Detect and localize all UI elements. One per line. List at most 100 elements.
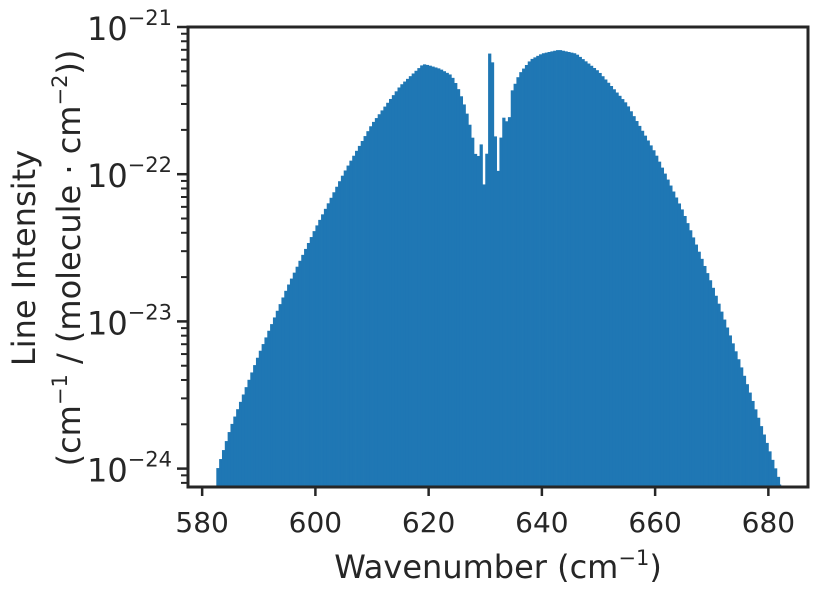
bar: [227, 432, 231, 487]
bar: [400, 84, 404, 487]
x-tick-label: 580: [175, 506, 228, 539]
bar: [383, 106, 387, 487]
bar: [493, 136, 497, 487]
bar: [496, 170, 500, 487]
bar: [703, 265, 707, 487]
bar: [289, 278, 294, 487]
bar: [536, 55, 540, 488]
bar: [590, 65, 594, 487]
x-axis-label-sup: −1: [618, 546, 649, 570]
bar: [575, 54, 580, 488]
bar: [700, 258, 704, 487]
bar: [604, 79, 608, 487]
y-tick-label: 10−23: [87, 300, 172, 342]
x-tick-label: 600: [289, 506, 342, 539]
bar: [312, 231, 316, 487]
y-label-part-c: )): [50, 50, 88, 75]
bar: [759, 426, 764, 487]
bar: [386, 102, 390, 488]
bar: [301, 254, 305, 487]
bar: [343, 170, 347, 488]
y-label-part-a: (cm: [50, 405, 88, 466]
bar: [349, 160, 353, 487]
bar: [652, 150, 656, 487]
bar: [318, 219, 322, 487]
bar: [298, 260, 302, 487]
bar: [643, 135, 648, 487]
y-tick-label: 10−22: [87, 153, 172, 195]
bar: [774, 468, 778, 487]
bar: [621, 99, 625, 488]
bar: [502, 117, 506, 488]
bar: [734, 351, 738, 487]
bar: [680, 209, 684, 487]
bar: [609, 86, 614, 488]
bar: [434, 67, 438, 488]
bar: [445, 72, 449, 487]
bar: [587, 63, 591, 488]
bar: [236, 409, 240, 487]
bar: [539, 54, 543, 488]
bar: [462, 104, 466, 487]
bar: [304, 248, 308, 487]
bar: [459, 96, 464, 488]
bar: [338, 181, 342, 488]
bar: [649, 145, 653, 487]
bars-group: [216, 50, 782, 488]
bar: [505, 121, 509, 487]
bar: [258, 350, 263, 487]
bar: [346, 165, 350, 487]
y-tick-label-base: 10: [87, 452, 128, 490]
y-tick-label-exp: −24: [128, 448, 172, 472]
bar: [745, 384, 749, 487]
bar: [570, 52, 574, 488]
bar: [708, 280, 713, 487]
bar: [601, 76, 605, 487]
bar: [640, 130, 645, 487]
bar: [541, 53, 546, 487]
bar: [612, 89, 616, 487]
bar: [725, 327, 730, 487]
bar: [691, 237, 696, 487]
y-tick-label-base: 10: [87, 304, 128, 342]
bar: [674, 197, 679, 487]
bar: [270, 324, 274, 487]
y-axis-label-line2: (cm−1 / (molecule · cm−2)): [48, 50, 88, 467]
bar: [510, 90, 514, 487]
bar: [629, 111, 633, 487]
bar: [638, 125, 642, 487]
bar: [547, 51, 551, 487]
bar: [711, 287, 715, 487]
bar: [389, 98, 393, 487]
bar: [757, 417, 761, 487]
bar: [281, 297, 285, 487]
bar: [490, 62, 495, 487]
bar: [272, 317, 277, 487]
bar: [623, 102, 628, 487]
bar: [476, 155, 480, 488]
x-axis-label: Wavenumber (cm−1): [334, 546, 662, 586]
bar: [329, 197, 333, 487]
bar: [366, 131, 370, 488]
bar: [606, 82, 611, 487]
bar: [408, 76, 413, 488]
bar: [558, 50, 563, 488]
bar: [598, 72, 602, 488]
y-label-part-b: / (molecule · cm: [50, 106, 88, 375]
bar: [564, 51, 568, 488]
bar: [224, 441, 229, 487]
bar: [244, 387, 248, 487]
bar: [618, 95, 622, 488]
bar: [714, 295, 718, 487]
bar: [550, 51, 554, 488]
bar: [720, 311, 724, 487]
bar: [686, 223, 690, 488]
bar: [374, 118, 379, 487]
bar: [332, 192, 336, 487]
bar: [422, 64, 427, 487]
bar: [287, 284, 291, 487]
bar: [448, 74, 452, 487]
y-tick-label-exp: −23: [128, 300, 172, 324]
bar: [728, 335, 732, 487]
